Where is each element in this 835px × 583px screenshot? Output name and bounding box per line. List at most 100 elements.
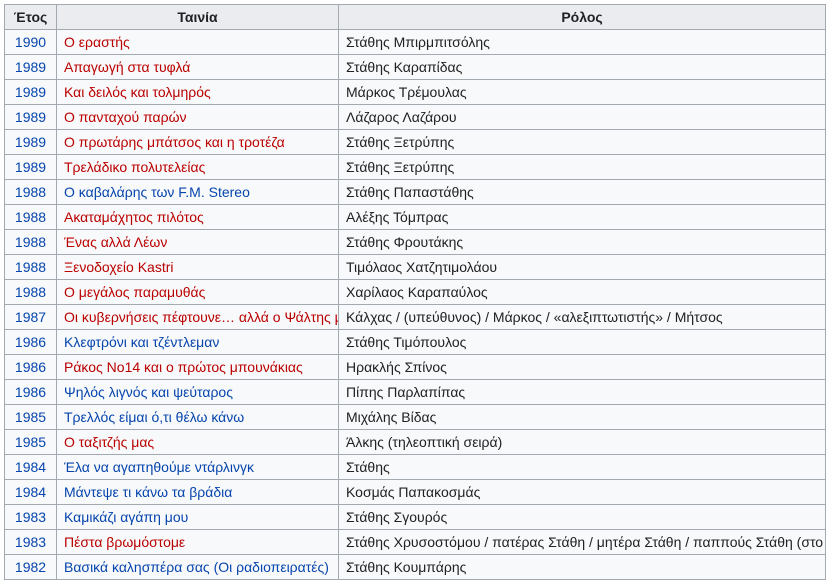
year-link[interactable]: 1983 xyxy=(14,534,47,550)
year-link[interactable]: 1984 xyxy=(14,459,47,475)
movie-title-link[interactable]: Βασικά καλησπέρα σας (Οι ραδιοπειρατές) xyxy=(64,559,329,575)
year-cell: 1986 xyxy=(4,379,57,405)
year-link[interactable]: 1984 xyxy=(14,484,47,500)
table-row: 1986 Κλεφτρόνι και τζέντλεμαν Στάθης Τιμ… xyxy=(4,329,826,355)
role-cell: Στάθης Παπαστάθης xyxy=(338,179,826,205)
role-cell: Τιμόλαος Χατζητιμολάου xyxy=(338,254,826,280)
table-row: 1983 Καμικάζι αγάπη μου Στάθης Σγουρός xyxy=(4,504,826,530)
year-link[interactable]: 1986 xyxy=(14,384,47,400)
year-link[interactable]: 1988 xyxy=(14,259,47,275)
movie-cell: Και δειλός και τολμηρός xyxy=(56,79,339,105)
movie-title-link[interactable]: Πέστα βρωμόστομε xyxy=(64,534,186,550)
role-cell: Ηρακλής Σπίνος xyxy=(338,354,826,380)
table-row: 1989 Ο πρωτάρης μπάτσος και η τροτέζα Στ… xyxy=(4,129,826,155)
movie-title-link[interactable]: Ο πρωτάρης μπάτσος και η τροτέζα xyxy=(64,134,285,150)
movie-title-link[interactable]: Ο μεγάλος παραμυθάς xyxy=(64,284,206,300)
table-row: 1988 Ο μεγάλος παραμυθάς Χαρίλαος Καραπα… xyxy=(4,279,826,305)
movie-cell: Τρελλός είμαι ό,τι θέλω κάνω xyxy=(56,404,339,430)
filmography-table: Έτος Ταινία Ρόλος 1990 Ο εραστής Στάθης … xyxy=(4,4,826,580)
year-link[interactable]: 1990 xyxy=(14,34,47,50)
year-cell: 1982 xyxy=(4,554,57,580)
movie-cell: Ένας αλλά Λέων xyxy=(56,229,339,255)
year-cell: 1987 xyxy=(4,304,57,330)
movie-title-link[interactable]: Ο καβαλάρης των F.M. Stereo xyxy=(64,184,250,200)
movie-title-link[interactable]: Ένας αλλά Λέων xyxy=(64,234,168,250)
year-link[interactable]: 1988 xyxy=(14,209,47,225)
movie-title-link[interactable]: Ο εραστής xyxy=(64,34,130,50)
role-cell: Μιχάλης Βίδας xyxy=(338,404,826,430)
year-link[interactable]: 1989 xyxy=(14,134,47,150)
year-cell: 1989 xyxy=(4,129,57,155)
movie-title-link[interactable]: Μάντεψε τι κάνω τα βράδια xyxy=(64,484,233,500)
movie-title-link[interactable]: Ξενοδοχείο Kastri xyxy=(64,259,174,275)
movie-title-link[interactable]: Ράκος Νο14 και ο πρώτος μπουνάκιας xyxy=(64,359,303,375)
role-cell: Στάθης xyxy=(338,454,826,480)
role-cell: Στάθης Καραπίδας xyxy=(338,54,826,80)
table-row: 1990 Ο εραστής Στάθης Μπιρμπιτσόλης xyxy=(4,29,826,55)
role-cell: Λάζαρος Λαζάρου xyxy=(338,104,826,130)
year-cell: 1986 xyxy=(4,354,57,380)
year-cell: 1984 xyxy=(4,479,57,505)
year-link[interactable]: 1989 xyxy=(14,109,47,125)
year-link[interactable]: 1988 xyxy=(14,184,47,200)
year-link[interactable]: 1985 xyxy=(14,434,47,450)
movie-cell: Ο ταξιτζής μας xyxy=(56,429,339,455)
column-header-year: Έτος xyxy=(4,4,57,30)
role-cell: Χαρίλαος Καραπαύλος xyxy=(338,279,826,305)
year-link[interactable]: 1989 xyxy=(14,159,47,175)
movie-title-link[interactable]: Ψηλός λιγνός και ψεύταρος xyxy=(64,384,233,400)
movie-cell: Ακαταμάχητος πιλότος xyxy=(56,204,339,230)
movie-title-link[interactable]: Οι κυβερνήσεις πέφτουνε… αλλά ο Ψάλτης μ… xyxy=(64,309,339,325)
year-cell: 1983 xyxy=(4,529,57,555)
year-cell: 1984 xyxy=(4,454,57,480)
movie-title-link[interactable]: Ακαταμάχητος πιλότος xyxy=(64,209,204,225)
movie-cell: Ξενοδοχείο Kastri xyxy=(56,254,339,280)
movie-title-link[interactable]: Καμικάζι αγάπη μου xyxy=(64,509,189,525)
role-cell: Στάθης Ξετρύπης xyxy=(338,129,826,155)
year-link[interactable]: 1983 xyxy=(14,509,47,525)
movie-cell: Απαγωγή στα τυφλά xyxy=(56,54,339,80)
movie-title-link[interactable]: Ο ταξιτζής μας xyxy=(64,434,155,450)
table-row: 1986 Ράκος Νο14 και ο πρώτος μπουνάκιας … xyxy=(4,354,826,380)
year-link[interactable]: 1988 xyxy=(14,234,47,250)
year-link[interactable]: 1986 xyxy=(14,359,47,375)
table-row: 1983 Πέστα βρωμόστομε Στάθης Χρυσοστόμου… xyxy=(4,529,826,555)
year-link[interactable]: 1985 xyxy=(14,409,47,425)
movie-cell: Κλεφτρόνι και τζέντλεμαν xyxy=(56,329,339,355)
table-row: 1988 Ξενοδοχείο Kastri Τιμόλαος Χατζητιμ… xyxy=(4,254,826,280)
year-cell: 1989 xyxy=(4,54,57,80)
movie-cell: Τρελάδικο πολυτελείας xyxy=(56,154,339,180)
table-row: 1985 Τρελλός είμαι ό,τι θέλω κάνω Μιχάλη… xyxy=(4,404,826,430)
movie-cell: Ο πρωτάρης μπάτσος και η τροτέζα xyxy=(56,129,339,155)
movie-title-link[interactable]: Τρελάδικο πολυτελείας xyxy=(64,159,206,175)
role-cell: Πίπης Παρλαπίπας xyxy=(338,379,826,405)
role-cell: Αλέξης Τόμπρας xyxy=(338,204,826,230)
year-cell: 1990 xyxy=(4,29,57,55)
movie-title-link[interactable]: Κλεφτρόνι και τζέντλεμαν xyxy=(64,334,220,350)
table-row: 1988 Ο καβαλάρης των F.M. Stereo Στάθης … xyxy=(4,179,826,205)
movie-cell: Μάντεψε τι κάνω τα βράδια xyxy=(56,479,339,505)
table-row: 1988 Ακαταμάχητος πιλότος Αλέξης Τόμπρας xyxy=(4,204,826,230)
year-link[interactable]: 1989 xyxy=(14,84,47,100)
movie-cell: Βασικά καλησπέρα σας (Οι ραδιοπειρατές) xyxy=(56,554,339,580)
movie-title-link[interactable]: Έλα να αγαπηθούμε ντάρλινγκ xyxy=(64,459,255,475)
year-link[interactable]: 1987 xyxy=(14,309,47,325)
table-row: 1988 Ένας αλλά Λέων Στάθης Φρουτάκης xyxy=(4,229,826,255)
role-cell: Στάθης Φρουτάκης xyxy=(338,229,826,255)
year-cell: 1986 xyxy=(4,329,57,355)
year-cell: 1989 xyxy=(4,79,57,105)
year-link[interactable]: 1988 xyxy=(14,284,47,300)
role-cell: Στάθης Τιμόπουλος xyxy=(338,329,826,355)
role-cell: Κάλχας / (υπεύθυνος) / Μάρκος / «αλεξιπτ… xyxy=(338,304,826,330)
header-row: Έτος Ταινία Ρόλος xyxy=(4,4,826,30)
year-link[interactable]: 1986 xyxy=(14,334,47,350)
movie-title-link[interactable]: Απαγωγή στα τυφλά xyxy=(64,59,191,75)
role-cell: Άλκης (τηλεοπτική σειρά) xyxy=(338,429,826,455)
movie-title-link[interactable]: Και δειλός και τολμηρός xyxy=(64,84,211,100)
year-link[interactable]: 1989 xyxy=(14,59,47,75)
movie-cell: Ο μεγάλος παραμυθάς xyxy=(56,279,339,305)
movie-title-link[interactable]: Ο πανταχού παρών xyxy=(64,109,187,125)
year-link[interactable]: 1982 xyxy=(14,559,47,575)
movie-title-link[interactable]: Τρελλός είμαι ό,τι θέλω κάνω xyxy=(64,409,245,425)
role-cell: Μάρκος Τρέμουλας xyxy=(338,79,826,105)
